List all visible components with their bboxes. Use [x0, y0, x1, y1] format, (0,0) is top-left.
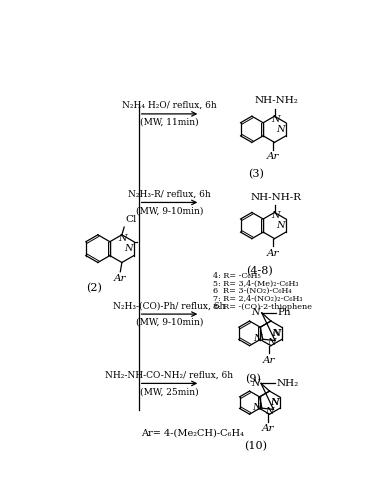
- Text: (10): (10): [244, 441, 267, 452]
- Text: NH-NH-R: NH-NH-R: [251, 192, 302, 202]
- Text: NH₂-NH-CO-NH₂/ reflux, 6h: NH₂-NH-CO-NH₂/ reflux, 6h: [105, 370, 234, 380]
- Text: N: N: [252, 403, 260, 412]
- Text: N: N: [124, 244, 133, 253]
- Text: 6  R= 3-(NO₂)-C₆H₄: 6 R= 3-(NO₂)-C₆H₄: [213, 287, 292, 295]
- Text: N: N: [251, 379, 260, 388]
- Text: Ar: Ar: [267, 152, 279, 162]
- Text: NH-NH₂: NH-NH₂: [254, 96, 298, 106]
- Text: (MW, 25min): (MW, 25min): [140, 387, 199, 396]
- Text: N: N: [270, 398, 279, 407]
- Text: N: N: [277, 221, 285, 230]
- Text: Ar: Ar: [114, 274, 127, 283]
- Text: Ar: Ar: [263, 356, 276, 364]
- Text: 8: R= -(CO)-2-thiophene: 8: R= -(CO)-2-thiophene: [213, 302, 312, 310]
- Text: Ph: Ph: [277, 308, 291, 318]
- Text: N: N: [253, 334, 261, 343]
- Text: (2): (2): [86, 284, 102, 294]
- Text: (MW, 9-10min): (MW, 9-10min): [136, 206, 203, 216]
- Text: (4-8): (4-8): [246, 266, 273, 276]
- Text: 5: R= 3,4-(Me)₂-C₆H₃: 5: R= 3,4-(Me)₂-C₆H₃: [213, 280, 299, 287]
- Text: N₂H₃-(CO)-Ph/ reflux, 6h: N₂H₃-(CO)-Ph/ reflux, 6h: [113, 301, 226, 310]
- Text: Ar: Ar: [262, 424, 274, 433]
- Text: NH₂: NH₂: [276, 379, 298, 388]
- Text: N: N: [272, 329, 281, 338]
- Text: (9): (9): [246, 374, 261, 384]
- Text: N: N: [272, 329, 280, 338]
- Text: N: N: [252, 308, 260, 318]
- Text: (MW, 11min): (MW, 11min): [140, 118, 199, 126]
- Text: 7: R= 2,4-(NO₂)₂-C₆H₃: 7: R= 2,4-(NO₂)₂-C₆H₃: [213, 295, 303, 303]
- Text: Ar= 4-(Me₂CH)-C₆H₄: Ar= 4-(Me₂CH)-C₆H₄: [141, 428, 244, 438]
- Text: Ar: Ar: [267, 248, 279, 258]
- Text: (MW, 9-10min): (MW, 9-10min): [136, 318, 203, 327]
- Text: Cl: Cl: [125, 215, 136, 224]
- Text: N₂H₃-R/ reflux, 6h: N₂H₃-R/ reflux, 6h: [128, 190, 211, 198]
- Text: N: N: [271, 115, 279, 124]
- Text: N: N: [271, 211, 279, 220]
- Text: N: N: [265, 407, 274, 416]
- Text: N: N: [118, 234, 127, 243]
- Text: (3): (3): [248, 170, 264, 179]
- Text: N: N: [267, 338, 276, 347]
- Text: 4: R= -C₆H₅: 4: R= -C₆H₅: [213, 272, 261, 280]
- Text: N: N: [277, 125, 285, 134]
- Text: N: N: [270, 398, 279, 407]
- Text: N₂H₄ H₂O/ reflux, 6h: N₂H₄ H₂O/ reflux, 6h: [122, 101, 217, 110]
